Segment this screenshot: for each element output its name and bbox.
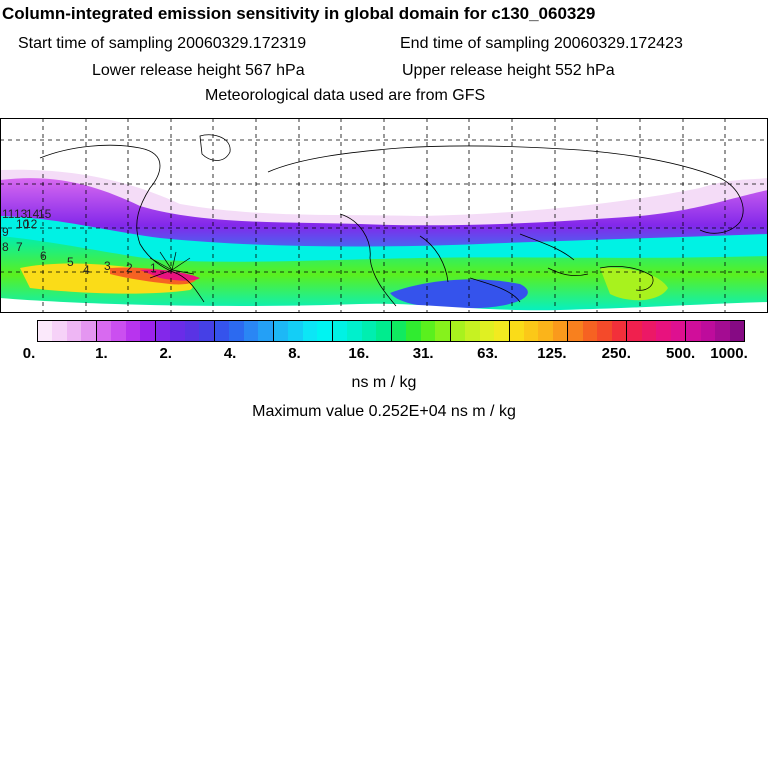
- color-scale-cell: [435, 321, 451, 341]
- color-scale-tick-label: 63.: [477, 345, 498, 362]
- color-scale-cell: [582, 321, 598, 341]
- color-scale-cell: [729, 321, 745, 341]
- color-scale-cell: [317, 321, 333, 341]
- color-scale-tick-label: 31.: [412, 345, 434, 362]
- color-scale-cell: [273, 321, 289, 341]
- sensitivity-patch-east: [600, 267, 668, 301]
- track-label: 1: [150, 261, 157, 275]
- color-scale-cell: [611, 321, 628, 341]
- coastlines: [39, 134, 744, 307]
- max-value-label: Maximum value 0.252E+04 ns m / kg: [252, 403, 516, 420]
- color-scale-cell: [361, 321, 377, 341]
- color-scale-cell: [81, 321, 97, 341]
- color-scale-bar: [37, 320, 745, 342]
- sensitivity-band-low: [0, 236, 768, 313]
- lower-release-label: Lower release height 567 hPa: [92, 62, 305, 79]
- color-scale-cell: [597, 321, 612, 341]
- release-point-marker: [149, 251, 195, 279]
- color-scale-tick-label: 125.: [537, 345, 567, 362]
- color-scale-cell: [243, 321, 259, 341]
- track-label: 7: [16, 240, 23, 254]
- color-scale-cell: [229, 321, 244, 341]
- color-scale-tick-label: 0.: [22, 345, 36, 362]
- color-scale-tick-label: 500.: [666, 345, 696, 362]
- color-scale-cell: [66, 321, 82, 341]
- color-scale-tick-label: 8.: [288, 345, 301, 362]
- color-scale-cell: [479, 321, 495, 341]
- track-label: 4: [83, 263, 90, 277]
- color-scale-cell: [568, 321, 583, 341]
- color-scale-cell: [450, 321, 466, 341]
- color-scale-cell: [670, 321, 687, 341]
- color-scale-cell: [302, 321, 318, 341]
- end-time-label: End time of sampling 20060329.172423: [400, 35, 683, 52]
- track-label: 9: [2, 225, 9, 239]
- color-scale-cell: [627, 321, 642, 341]
- color-scale-cell: [214, 321, 230, 341]
- color-scale-cell: [199, 321, 215, 341]
- track-label: 12: [24, 217, 38, 231]
- color-scale-cell: [715, 321, 730, 341]
- color-scale-cell: [38, 321, 53, 341]
- color-scale-cell: [347, 321, 362, 341]
- color-scale-cell: [376, 321, 392, 341]
- color-scale-tick-label: 1.: [95, 345, 108, 362]
- color-scale-cell: [700, 321, 716, 341]
- color-scale-cell: [509, 321, 524, 341]
- color-scale-cell: [111, 321, 126, 341]
- track-label: 5: [67, 255, 74, 269]
- track-label: 8: [2, 240, 9, 254]
- southern-swirl: [390, 279, 528, 309]
- color-scale-cell: [155, 321, 171, 341]
- color-scale-tick-label: 4.: [223, 345, 237, 362]
- met-data-label: Meteorological data used are from GFS: [205, 87, 486, 104]
- color-scale-cell: [494, 321, 510, 341]
- color-scale-cell: [332, 321, 348, 341]
- color-scale-cell: [420, 321, 436, 341]
- color-scale-cell: [538, 321, 553, 341]
- color-scale-cell: [523, 321, 539, 341]
- color-scale-cell: [184, 321, 200, 341]
- upper-release-label: Upper release height 552 hPa: [402, 62, 615, 79]
- color-scale-cell: [96, 321, 112, 341]
- track-label: 11: [2, 207, 15, 221]
- color-scale-cell: [140, 321, 156, 341]
- sensitivity-map: 1 2 3 4 5 6 7 8 9 10 11 12 13 14 15: [0, 118, 768, 313]
- color-scale-cell: [552, 321, 569, 341]
- page-title: Column-integrated emission sensitivity i…: [2, 4, 596, 23]
- color-scale-cell: [288, 321, 303, 341]
- color-scale-cell: [125, 321, 141, 341]
- color-scale-tick-label: 250.: [601, 345, 631, 362]
- start-time-label: Start time of sampling 20060329.172319: [18, 35, 307, 52]
- color-scale-cell: [406, 321, 421, 341]
- track-label: 10: [16, 217, 30, 231]
- color-scale-cell: [686, 321, 701, 341]
- track-label: 13: [14, 207, 28, 221]
- color-scale-cell: [641, 321, 657, 341]
- units-label: ns m / kg: [351, 374, 417, 391]
- track-label: 14: [26, 207, 40, 221]
- track-label: 6: [40, 249, 47, 263]
- color-scale-cell: [656, 321, 671, 341]
- track-label: 3: [104, 259, 111, 273]
- color-scale-tick-label: 1000.: [710, 345, 748, 362]
- color-scale-cell: [465, 321, 480, 341]
- color-scale-cell: [258, 321, 274, 341]
- color-scale-tick-label: 16.: [348, 345, 370, 362]
- track-label: 2: [126, 261, 133, 275]
- track-label: 15: [38, 207, 52, 221]
- lat-lon-grid: [0, 118, 768, 313]
- color-scale-cell: [391, 321, 407, 341]
- color-scale-cell: [52, 321, 67, 341]
- color-scale-tick-label: 2.: [159, 345, 172, 362]
- color-scale-cell: [170, 321, 185, 341]
